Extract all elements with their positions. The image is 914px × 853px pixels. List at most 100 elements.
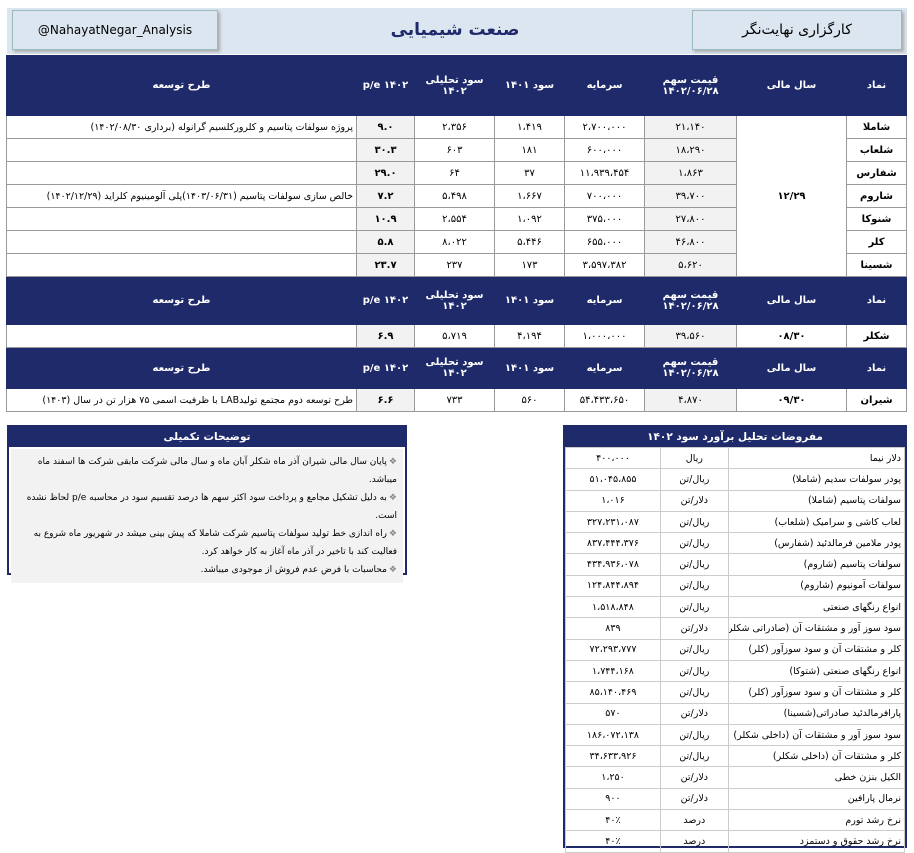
unit: ریال/تن (659, 532, 729, 555)
value: ۴۳۴،۹۳۶،۰۷۸ (565, 553, 661, 576)
column-header: سال مالی (736, 347, 847, 389)
broker: کارگزاری نهایت‌نگر (692, 10, 902, 50)
plan (6, 138, 357, 162)
pe: ۶.۶ (356, 388, 415, 412)
plan: خالص سازی سولفات پتاسیم (۱۴۰۳/۰۶/۳۱)پلی … (6, 184, 357, 208)
value: ۹۰۰ (565, 787, 661, 811)
price: ۲۷،۸۰۰ (644, 207, 737, 231)
assumption-row: سود سوز آور و مشتقات آن (صادراتی شکلر) دل… (565, 617, 906, 640)
data-row: شکلر ۰۸/۳۰ ۳۹،۵۶۰ ۱،۰۰۰،۰۰۰ ۴،۱۹۴ ۵،۷۱۹ ۶.۹ (6, 324, 907, 348)
column-header: سرمایه (564, 276, 645, 325)
column-header: طرح توسعه (6, 347, 357, 389)
column-header: قیمت سهم ۱۴۰۲/۰۶/۲۸ (644, 276, 737, 325)
profit-1401: ۳۷ (494, 161, 565, 185)
column-header: نماد (846, 276, 907, 325)
assumption-row: انواع رنگهای صنعتی ریال/تن ۱،۵۱۸،۸۴۸ (565, 596, 906, 619)
assumption-row: نرمال پارافین دلار/تن ۹۰۰ (565, 787, 906, 811)
column-header: قیمت سهم ۱۴۰۲/۰۶/۲۸ (644, 347, 737, 389)
column-header: طرح توسعه (6, 55, 357, 116)
price: ۱،۸۶۳ (644, 161, 737, 185)
assumption-row: سود سوز آور و مشتقات آن (داخلی شکلر) ریال… (565, 723, 906, 747)
profit-1401: ۱،۰۹۲ (494, 207, 565, 231)
unit: دلار/تن (659, 766, 729, 789)
data-row: شاملا ۱۲/۲۹ ۲۱،۱۴۰ ۲،۷۰۰،۰۰۰ ۱،۴۱۹ ۲،۳۵۶ ۹.۰ پر… (6, 115, 907, 277)
unit: ریال/تن (659, 659, 729, 683)
item: دلار نیما (727, 446, 906, 470)
value: ۱۲۴،۸۴۴،۸۹۴ (565, 574, 661, 598)
column-header: طرح توسعه (6, 276, 357, 325)
capital: ۶۵۵،۰۰۰ (564, 230, 645, 254)
data-table: نماد سال مالی قیمت سهم ۱۴۰۲/۰۶/۲۸ سرمایه سود… (6, 55, 907, 412)
item: سولفات آمونیوم (شاروم) (727, 574, 906, 598)
unit: ریال/تن (659, 638, 729, 661)
fiscal-year: ۰۹/۳۰ (736, 388, 847, 412)
assumption-row: سولفات آمونیوم (شاروم) ریال/تن ۱۲۴،۸۴۴،۸۹۴ (565, 574, 906, 598)
notes-title: توضیحات تکمیلی (9, 427, 405, 447)
profit-1402: ۷۳۳ (414, 388, 495, 412)
item: نرمال پارافین (727, 787, 906, 811)
plan: طرح توسعه دوم مجتمع تولیدLAB با ظرفیت اس… (6, 388, 357, 412)
assumption-row: پودر ملامین فرمالدئید (شفارس) ریال/تن ۸۳۷،… (565, 532, 906, 555)
symbol: شکلر (846, 324, 907, 348)
pe: ۶.۹ (356, 324, 415, 348)
symbol: شسینا (846, 253, 907, 277)
data-row: شسینا ۵،۶۲۰ ۳،۵۹۷،۳۸۲ ۱۷۳ ۲۳۷ ۲۳.۷ (6, 253, 907, 277)
profit-1402: ۵،۷۱۹ (414, 324, 495, 348)
profit-1401: ۴،۱۹۴ (494, 324, 565, 348)
handle: @NahayatNegar_Analysis (12, 10, 218, 50)
assumption-row: لعاب کاشی و سرامیک (شلعاب) ریال/تن ۳۲۷،۲۳۱… (565, 510, 906, 534)
item: سود سوز آور و مشتقات آن (داخلی شکلر) (727, 723, 906, 747)
note: محاسبات با فرض عدم فروش از موجودی میباشد… (17, 561, 397, 579)
plan (6, 230, 357, 254)
item: الکیل بنزن خطی (727, 766, 906, 789)
profit-1401: ۱،۶۶۷ (494, 184, 565, 208)
value: ۵۷۰ (565, 702, 661, 725)
unit: ریال/تن (659, 553, 729, 576)
profit-1401: ۱۸۱ (494, 138, 565, 162)
unit: ریال (659, 446, 729, 470)
value: ۳۲۷،۲۳۱،۰۸۷ (565, 510, 661, 534)
price: ۱۸،۲۹۰ (644, 138, 737, 162)
assumption-row: نرخ رشد حقوق و دستمزد درصد ۴۰٪ (565, 830, 906, 853)
column-header: سود ۱۴۰۱ (494, 347, 565, 389)
profit-1402: ۲۳۷ (414, 253, 495, 277)
unit: دلار/تن (659, 489, 729, 512)
capital: ۵۴،۴۳۳،۶۵۰ (564, 388, 645, 412)
unit: درصد (659, 830, 729, 853)
unit: ریال/تن (659, 510, 729, 534)
unit: ریال/تن (659, 468, 729, 491)
value: ۱،۰۱۶ (565, 489, 661, 512)
capital: ۲،۷۰۰،۰۰۰ (564, 115, 645, 139)
capital: ۷۰۰،۰۰۰ (564, 184, 645, 208)
column-header: p/e ۱۴۰۲ (356, 347, 415, 389)
item: نرخ رشد تورم (727, 809, 906, 832)
column-header: سال مالی (736, 55, 847, 116)
item: کلر و مشتقات آن و سود سوزآور (کلر) (727, 638, 906, 661)
column-header: سرمایه (564, 55, 645, 116)
capital: ۳،۵۹۷،۳۸۲ (564, 253, 645, 277)
profit-1402: ۸،۰۲۲ (414, 230, 495, 254)
pe: ۳۰.۳ (356, 138, 415, 162)
column-header: نماد (846, 55, 907, 116)
item: انواع رنگهای صنعتی (شتوکا) (727, 659, 906, 683)
fiscal-year: ۰۸/۳۰ (736, 324, 847, 348)
column-header: سود تحلیلی ۱۴۰۲ (414, 55, 495, 116)
symbol: شاملا (846, 115, 907, 139)
main-table: نماد سال مالی قیمت سهم ۱۴۰۲/۰۶/۲۸ سرمایه سود… (6, 55, 907, 412)
header-row: نماد سال مالی قیمت سهم ۱۴۰۲/۰۶/۲۸ سرمایه سود… (6, 347, 907, 389)
symbol: شفارس (846, 161, 907, 185)
body: نماد سال مالی قیمت سهم ۱۴۰۲/۰۶/۲۸ سرمایه سود… (6, 55, 907, 412)
assumption-row: الکیل بنزن خطی دلار/تن ۱،۲۵۰ (565, 766, 906, 789)
assumption-row: پارافرمالدئید صادراتی(شسینا) دلار/تن ۵۷۰ (565, 702, 906, 725)
value: ۷۲،۲۹۳،۷۷۷ (565, 638, 661, 661)
assumption-row: سولفات پتاسیم (شاملا) دلار/تن ۱،۰۱۶ (565, 489, 906, 512)
profit-1402: ۵،۴۹۸ (414, 184, 495, 208)
unit: دلار/تن (659, 617, 729, 640)
profit-1402: ۲،۵۵۴ (414, 207, 495, 231)
symbol: شاروم (846, 184, 907, 208)
assumption-row: نرخ رشد تورم درصد ۴۰٪ (565, 809, 906, 832)
item: انواع رنگهای صنعتی (727, 596, 906, 619)
unit: ریال/تن (659, 574, 729, 598)
item: لعاب کاشی و سرامیک (شلعاب) (727, 510, 906, 534)
